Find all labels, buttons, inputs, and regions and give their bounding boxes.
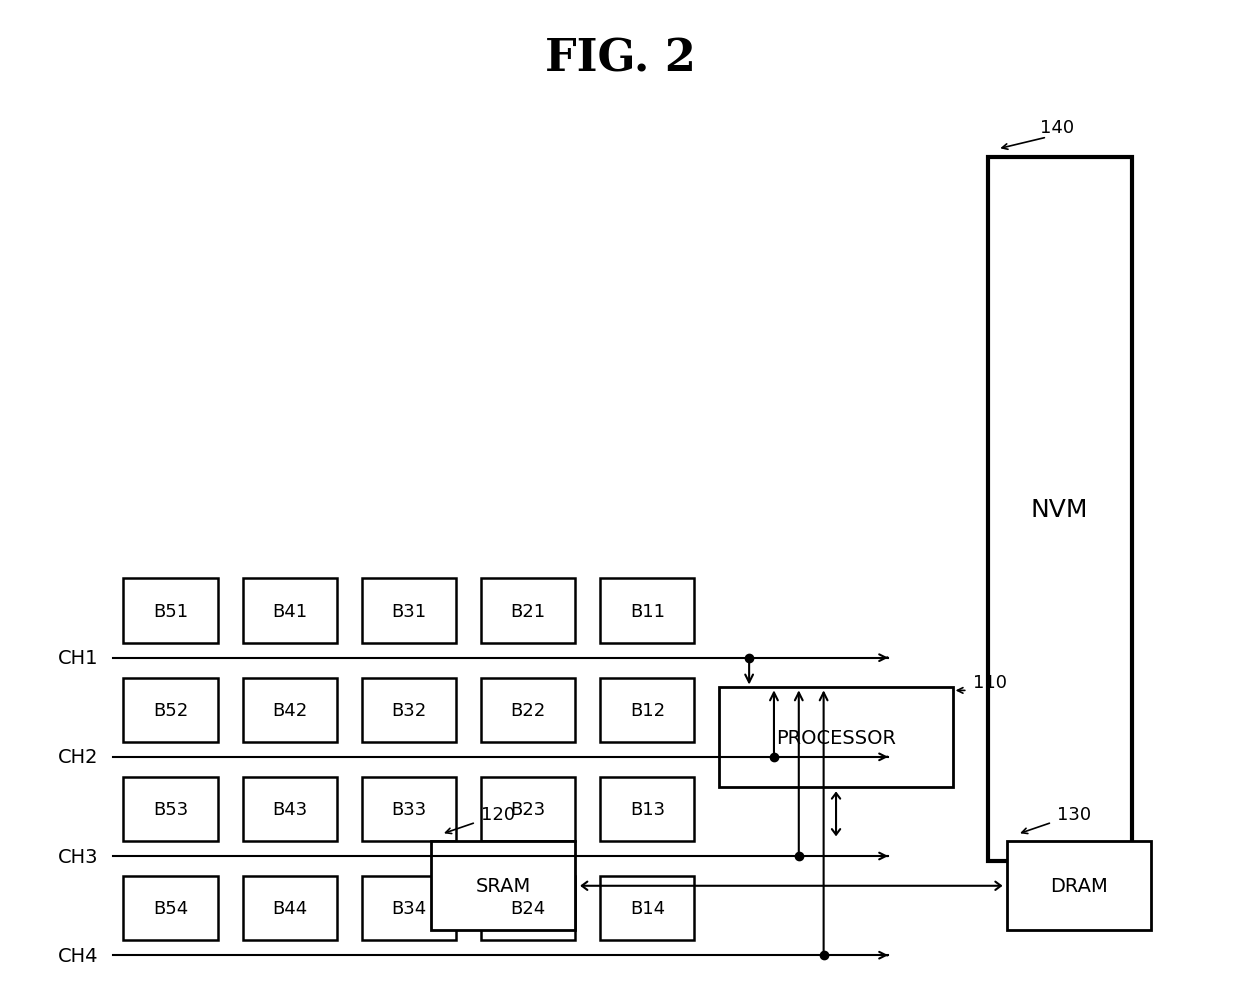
Text: CH3: CH3 xyxy=(58,847,98,866)
Bar xyxy=(719,687,952,787)
Text: 140: 140 xyxy=(1040,119,1074,137)
Bar xyxy=(123,677,218,742)
Text: B51: B51 xyxy=(153,602,188,620)
Bar xyxy=(123,876,218,940)
Bar xyxy=(123,579,218,643)
Text: B22: B22 xyxy=(511,701,546,719)
Bar xyxy=(243,876,337,940)
Text: B42: B42 xyxy=(272,701,308,719)
Bar xyxy=(600,579,694,643)
Bar xyxy=(362,579,456,643)
Text: B44: B44 xyxy=(272,899,308,917)
Bar xyxy=(481,579,575,643)
Bar xyxy=(362,876,456,940)
Bar xyxy=(1007,842,1152,931)
Bar xyxy=(243,677,337,742)
Bar xyxy=(362,677,456,742)
Text: B54: B54 xyxy=(153,899,188,917)
Bar xyxy=(600,777,694,842)
Text: B32: B32 xyxy=(392,701,427,719)
Text: B43: B43 xyxy=(272,801,308,818)
Text: B24: B24 xyxy=(511,899,546,917)
Text: CH1: CH1 xyxy=(58,648,98,667)
Text: SRAM: SRAM xyxy=(476,877,531,896)
Bar xyxy=(987,157,1132,861)
Bar xyxy=(600,876,694,940)
Text: NVM: NVM xyxy=(1030,497,1089,521)
Text: B23: B23 xyxy=(511,801,546,818)
Text: B13: B13 xyxy=(630,801,665,818)
Text: B33: B33 xyxy=(392,801,427,818)
Text: B41: B41 xyxy=(272,602,308,620)
Text: FIG. 2: FIG. 2 xyxy=(544,37,696,80)
Bar xyxy=(481,876,575,940)
Text: B31: B31 xyxy=(392,602,427,620)
Bar xyxy=(600,677,694,742)
Text: B14: B14 xyxy=(630,899,665,917)
Text: B12: B12 xyxy=(630,701,665,719)
Bar xyxy=(432,842,575,931)
Text: CH2: CH2 xyxy=(58,747,98,767)
Bar xyxy=(123,777,218,842)
Text: CH4: CH4 xyxy=(58,946,98,965)
Bar xyxy=(481,677,575,742)
Text: B34: B34 xyxy=(392,899,427,917)
Text: 130: 130 xyxy=(1056,806,1091,824)
Bar xyxy=(481,777,575,842)
Bar xyxy=(243,579,337,643)
Text: DRAM: DRAM xyxy=(1050,877,1109,896)
Text: B52: B52 xyxy=(153,701,188,719)
Text: B21: B21 xyxy=(511,602,546,620)
Bar xyxy=(243,777,337,842)
Text: PROCESSOR: PROCESSOR xyxy=(776,727,897,746)
Text: 120: 120 xyxy=(481,806,515,824)
Text: B11: B11 xyxy=(630,602,665,620)
Text: 110: 110 xyxy=(972,673,1007,691)
Text: B53: B53 xyxy=(153,801,188,818)
Bar xyxy=(362,777,456,842)
